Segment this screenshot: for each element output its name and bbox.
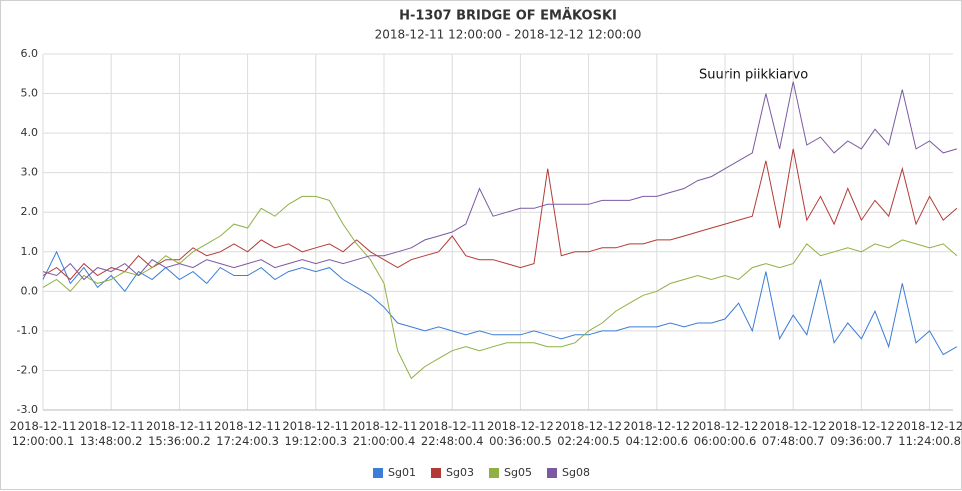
y-tick-label: -3.0 bbox=[17, 403, 38, 416]
legend-label: Sg05 bbox=[504, 466, 532, 479]
chart-subtitle: 2018-12-11 12:00:00 - 2018-12-12 12:00:0… bbox=[375, 28, 642, 42]
legend-label: Sg01 bbox=[388, 466, 416, 479]
series-line bbox=[42, 250, 958, 356]
y-tick-label: -2.0 bbox=[17, 363, 38, 376]
x-tick-label: 2018-12-11 15:36:00.2 bbox=[145, 419, 213, 448]
series-line bbox=[42, 148, 958, 281]
x-tick-label: 2018-12-12 04:12:00.6 bbox=[623, 419, 691, 448]
y-tick-label: -1.0 bbox=[17, 324, 38, 337]
series-line bbox=[42, 81, 958, 281]
x-tick-label: 2018-12-12 09:36:00.7 bbox=[827, 419, 895, 448]
y-tick-label: 2.0 bbox=[21, 205, 39, 218]
legend-label: Sg03 bbox=[446, 466, 474, 479]
y-tick-label: 4.0 bbox=[21, 126, 39, 139]
legend-label: Sg08 bbox=[562, 466, 590, 479]
annotation: Suurin piikkiarvo bbox=[699, 68, 808, 83]
y-tick-label: 0.0 bbox=[21, 284, 39, 297]
legend-swatch bbox=[489, 468, 499, 478]
y-tick-label: 5.0 bbox=[21, 87, 39, 100]
x-tick-label: 2018-12-12 00:36:00.5 bbox=[486, 419, 554, 448]
x-tick-label: 2018-12-11 12:00:00.1 bbox=[9, 419, 77, 448]
x-tick-label: 2018-12-11 19:12:00.3 bbox=[282, 419, 350, 448]
legend-swatch bbox=[547, 468, 557, 478]
x-tick-label: 2018-12-12 02:24:00.5 bbox=[555, 419, 623, 448]
chart-title: H-1307 BRIDGE OF EMÄKOSKI bbox=[399, 8, 617, 24]
x-tick-label: 2018-12-11 17:24:00.3 bbox=[214, 419, 282, 448]
x-tick-label: 2018-12-11 21:00:00.4 bbox=[350, 419, 418, 448]
x-tick-label: 2018-12-12 06:00:00.6 bbox=[691, 419, 759, 448]
x-tick-label: 2018-12-11 22:48:00.4 bbox=[418, 419, 486, 448]
legend-swatch bbox=[431, 468, 441, 478]
series-line bbox=[42, 195, 958, 380]
x-tick-label: 2018-12-12 11:24:00.8 bbox=[896, 419, 962, 448]
y-tick-label: 1.0 bbox=[21, 245, 39, 258]
y-tick-label: 3.0 bbox=[21, 166, 39, 179]
legend-swatch bbox=[373, 468, 383, 478]
y-tick-label: 6.0 bbox=[21, 47, 39, 60]
x-tick-label: 2018-12-12 07:48:00.7 bbox=[759, 419, 827, 448]
x-tick-label: 2018-12-11 13:48:00.2 bbox=[77, 419, 145, 448]
